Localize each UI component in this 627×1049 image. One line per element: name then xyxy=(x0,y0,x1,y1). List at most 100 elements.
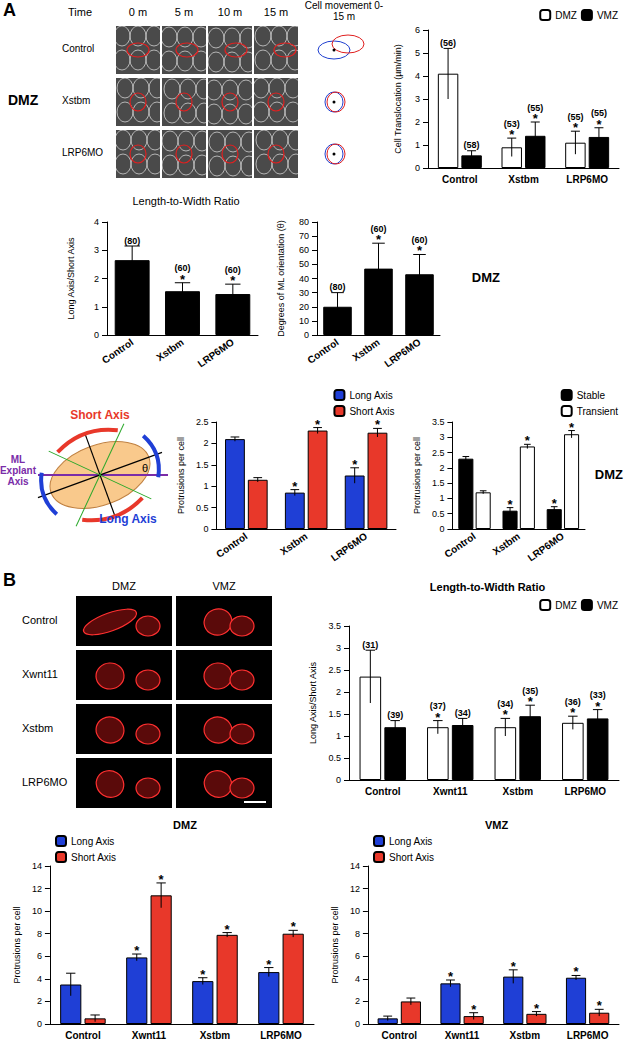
svg-text:*: * xyxy=(552,496,558,511)
svg-text:*: * xyxy=(597,998,603,1013)
svg-text:4: 4 xyxy=(355,974,360,984)
svg-text:80: 80 xyxy=(299,217,309,227)
svg-text:3: 3 xyxy=(94,245,99,255)
svg-text:LRP6MO: LRP6MO xyxy=(382,336,423,369)
svg-text:Control: Control xyxy=(365,786,401,797)
svg-text:Control: Control xyxy=(65,1030,101,1041)
svg-text:*: * xyxy=(511,959,517,974)
svg-text:1: 1 xyxy=(94,302,99,312)
svg-text:*: * xyxy=(225,922,231,937)
svg-text:DMZ: DMZ xyxy=(472,270,500,285)
svg-text:4: 4 xyxy=(415,71,420,81)
svg-text:*: * xyxy=(266,957,272,972)
svg-text:(80): (80) xyxy=(124,236,140,246)
svg-text:10: 10 xyxy=(350,906,360,916)
svg-text:(56): (56) xyxy=(440,38,456,48)
svg-text:(35): (35) xyxy=(522,686,538,696)
svg-text:Xstbm: Xstbm xyxy=(154,336,185,363)
svg-text:Long Axis/Short Axis: Long Axis/Short Axis xyxy=(66,237,76,320)
svg-text:5: 5 xyxy=(415,48,420,58)
svg-text:*: * xyxy=(595,699,601,714)
svg-text:(33): (33) xyxy=(590,690,606,700)
svg-text:DMZ: DMZ xyxy=(555,10,577,21)
svg-text:6: 6 xyxy=(415,25,420,35)
svg-text:*: * xyxy=(573,120,579,135)
svg-text:14: 14 xyxy=(32,861,42,871)
svg-text:Cell Translocation (µm/min): Cell Translocation (µm/min) xyxy=(393,44,403,154)
svg-text:DMZ: DMZ xyxy=(595,467,623,482)
svg-text:*: * xyxy=(503,707,509,722)
svg-text:0: 0 xyxy=(203,524,208,534)
svg-text:(34): (34) xyxy=(455,708,471,718)
svg-text:50: 50 xyxy=(299,259,309,269)
svg-text:VMZ: VMZ xyxy=(485,819,509,831)
svg-text:Xstbm: Xstbm xyxy=(508,174,539,185)
svg-text:(58): (58) xyxy=(464,140,480,150)
svg-text:*: * xyxy=(435,710,441,725)
svg-text:*: * xyxy=(230,273,236,288)
svg-text:*: * xyxy=(471,1002,477,1017)
svg-text:Xstbm: Xstbm xyxy=(350,336,381,363)
svg-text:3: 3 xyxy=(336,643,341,653)
svg-text:14: 14 xyxy=(350,861,360,871)
svg-text:DMZ: DMZ xyxy=(555,600,577,611)
svg-text:1: 1 xyxy=(203,481,208,491)
svg-text:Long Axis/Short Axis: Long Axis/Short Axis xyxy=(308,661,318,744)
svg-text:Control: Control xyxy=(214,530,250,560)
svg-text:0: 0 xyxy=(415,163,420,173)
svg-text:*: * xyxy=(180,272,186,287)
svg-text:*: * xyxy=(570,705,576,720)
svg-text:LRP6MO: LRP6MO xyxy=(196,336,237,369)
svg-text:(55): (55) xyxy=(591,108,607,118)
svg-text:*: * xyxy=(417,243,423,258)
svg-text:2: 2 xyxy=(203,438,208,448)
svg-text:0: 0 xyxy=(304,330,309,340)
svg-text:Xstbm: Xstbm xyxy=(510,1030,541,1041)
svg-text:*: * xyxy=(159,872,165,887)
svg-text:Control: Control xyxy=(442,174,478,185)
svg-text:0.5: 0.5 xyxy=(328,753,341,763)
svg-text:Short Axis: Short Axis xyxy=(349,406,394,417)
svg-text:4: 4 xyxy=(37,974,42,984)
svg-text:LRP6MO: LRP6MO xyxy=(564,786,606,797)
svg-text:40: 40 xyxy=(299,274,309,284)
svg-text:Degrees of ML orientation (θ): Degrees of ML orientation (θ) xyxy=(276,220,286,337)
svg-text:*: * xyxy=(448,969,454,984)
svg-text:Xwnt11: Xwnt11 xyxy=(445,1030,480,1041)
svg-text:1: 1 xyxy=(415,140,420,150)
svg-text:Stable: Stable xyxy=(577,390,606,401)
svg-text:0: 0 xyxy=(439,524,444,534)
svg-text:(60): (60) xyxy=(370,224,386,234)
svg-text:8: 8 xyxy=(355,929,360,939)
svg-text:*: * xyxy=(291,919,297,934)
svg-text:LRP6MO: LRP6MO xyxy=(566,174,608,185)
svg-text:*: * xyxy=(375,417,381,432)
svg-text:Short Axis: Short Axis xyxy=(70,408,130,422)
svg-text:0.5: 0.5 xyxy=(432,509,445,519)
svg-text:*: * xyxy=(200,967,206,982)
svg-text:8: 8 xyxy=(37,929,42,939)
svg-text:70: 70 xyxy=(299,231,309,241)
svg-text:*: * xyxy=(352,457,358,472)
svg-text:(55): (55) xyxy=(567,112,583,122)
svg-text:VMZ: VMZ xyxy=(597,10,618,21)
svg-text:LRP6MO: LRP6MO xyxy=(329,530,370,563)
svg-text:60: 60 xyxy=(299,245,309,255)
svg-text:Xstbm: Xstbm xyxy=(491,530,522,557)
svg-text:Long Axis: Long Axis xyxy=(99,512,157,526)
svg-text:20: 20 xyxy=(299,302,309,312)
svg-text:Length-to-Width Ratio: Length-to-Width Ratio xyxy=(430,581,546,593)
svg-text:12: 12 xyxy=(32,884,42,894)
svg-text:0: 0 xyxy=(355,1019,360,1029)
svg-text:3.5: 3.5 xyxy=(432,417,445,427)
svg-text:Protrusions per cell: Protrusions per cell xyxy=(412,437,422,514)
svg-text:12: 12 xyxy=(350,884,360,894)
svg-text:(39): (39) xyxy=(387,710,403,720)
svg-text:Xstbm: Xstbm xyxy=(502,786,533,797)
svg-text:*: * xyxy=(534,1001,540,1016)
svg-text:2: 2 xyxy=(415,117,420,127)
svg-text:LRP6MO: LRP6MO xyxy=(567,1030,609,1041)
svg-text:Length-to-Width Ratio: Length-to-Width Ratio xyxy=(133,195,240,207)
svg-text:6: 6 xyxy=(37,951,42,961)
svg-text:2.5: 2.5 xyxy=(432,448,445,458)
